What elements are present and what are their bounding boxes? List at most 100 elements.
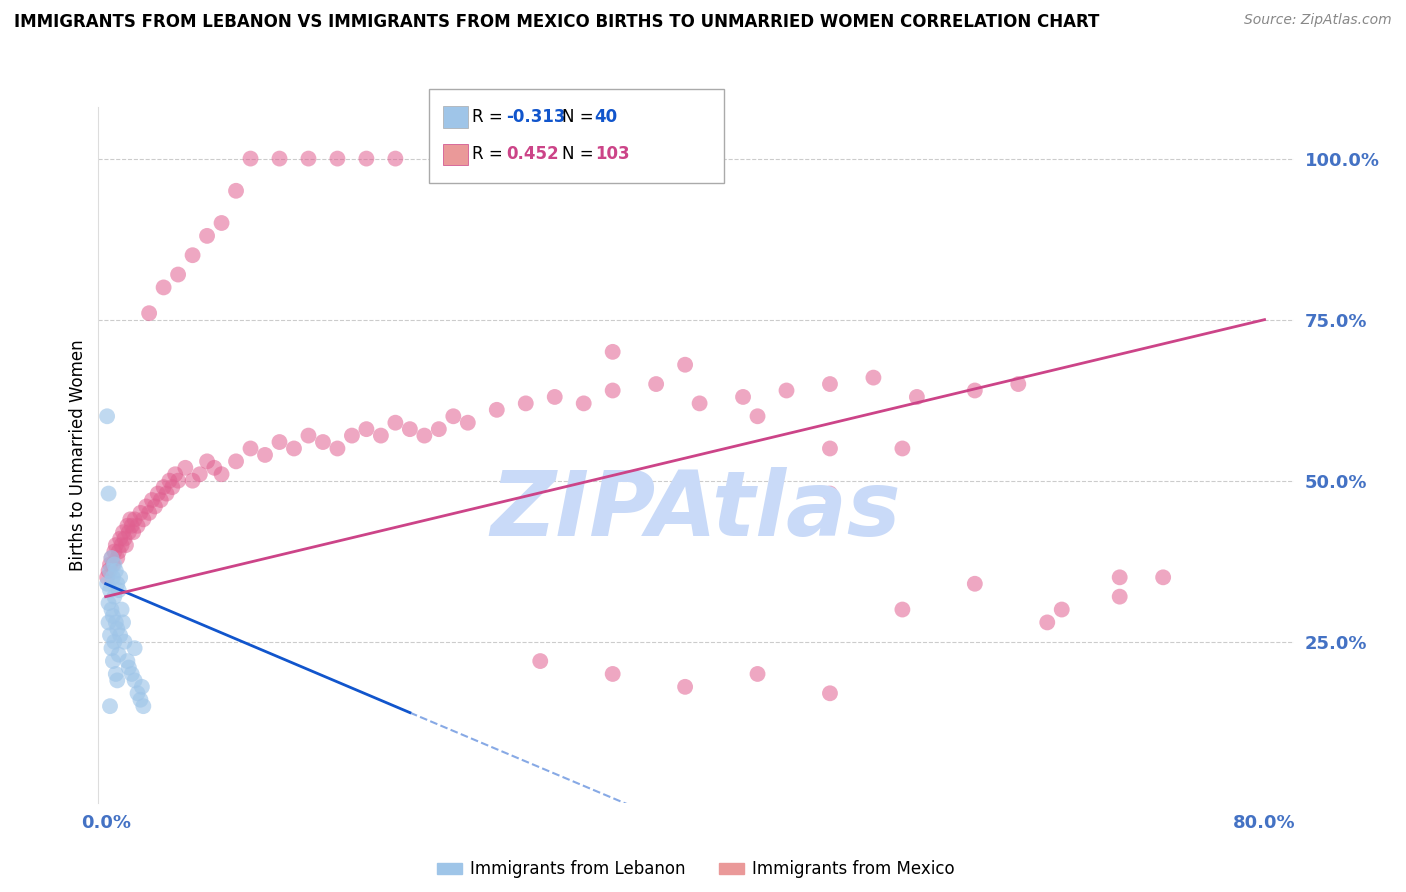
Point (121, 667, 143, 681)
Text: 0.452: 0.452 (506, 145, 558, 163)
Point (105, 551, 128, 566)
Point (326, 152, 349, 166)
Point (413, 428, 436, 442)
Point (529, 654, 551, 668)
Point (105, 673, 128, 688)
Point (356, 152, 378, 166)
Point (132, 512, 155, 526)
Point (775, 384, 797, 398)
Point (141, 493, 163, 508)
Point (239, 152, 262, 166)
Point (98, 564, 121, 578)
Point (114, 634, 136, 648)
Point (149, 493, 172, 508)
Point (104, 615, 127, 630)
Point (195, 454, 218, 468)
Point (340, 428, 363, 442)
Point (152, 280, 174, 294)
Point (97, 596, 120, 610)
Point (370, 428, 392, 442)
Point (117, 518, 139, 533)
Point (253, 448, 276, 462)
Point (862, 370, 884, 384)
Point (108, 570, 131, 584)
Text: -0.313: -0.313 (506, 108, 565, 126)
Point (747, 409, 769, 424)
Point (98, 699, 121, 714)
Point (188, 467, 211, 482)
Point (124, 673, 146, 688)
Point (98, 558, 121, 572)
Point (818, 377, 841, 392)
Point (107, 583, 129, 598)
Point (1007, 377, 1029, 392)
Point (283, 442, 305, 456)
Text: 103: 103 (595, 145, 630, 163)
Point (202, 460, 225, 475)
Point (269, 152, 291, 166)
Point (174, 460, 197, 475)
Point (105, 622, 128, 636)
Point (129, 506, 152, 520)
Point (108, 532, 131, 546)
Point (399, 422, 422, 436)
Text: R =: R = (472, 108, 509, 126)
Point (100, 641, 122, 656)
Point (963, 384, 986, 398)
Point (124, 512, 146, 526)
Point (104, 564, 127, 578)
Point (103, 634, 125, 648)
Point (110, 538, 132, 552)
Point (1050, 602, 1073, 616)
Point (167, 474, 190, 488)
Point (97, 486, 120, 500)
Point (602, 384, 624, 398)
Point (127, 686, 149, 700)
Point (96, 576, 118, 591)
Point (122, 525, 145, 540)
Text: R =: R = (472, 145, 509, 163)
Point (143, 500, 166, 514)
Point (100, 551, 122, 566)
Point (131, 680, 153, 694)
Point (544, 390, 567, 404)
Point (297, 428, 319, 442)
Point (103, 544, 125, 558)
Point (602, 667, 624, 681)
Text: IMMIGRANTS FROM LEBANON VS IMMIGRANTS FROM MEXICO BIRTHS TO UNMARRIED WOMEN CORR: IMMIGRANTS FROM LEBANON VS IMMIGRANTS FR… (14, 13, 1099, 31)
Point (114, 532, 136, 546)
Point (326, 442, 349, 456)
Point (602, 344, 624, 359)
Point (103, 590, 125, 604)
Point (1108, 570, 1130, 584)
Point (673, 680, 696, 694)
Point (1108, 590, 1130, 604)
Text: N =: N = (562, 108, 599, 126)
Text: 40: 40 (595, 108, 617, 126)
Point (689, 396, 711, 410)
Point (120, 512, 142, 526)
Point (118, 660, 141, 674)
Point (96, 409, 118, 424)
Point (297, 152, 319, 166)
Point (127, 518, 149, 533)
Point (356, 422, 378, 436)
Point (384, 152, 406, 166)
Text: N =: N = (562, 145, 599, 163)
Point (124, 641, 146, 656)
Legend: Immigrants from Lebanon, Immigrants from Mexico: Immigrants from Lebanon, Immigrants from… (430, 854, 962, 885)
Point (239, 442, 262, 456)
Point (731, 390, 754, 404)
Point (818, 686, 841, 700)
Point (312, 435, 335, 450)
Point (115, 538, 138, 552)
Point (107, 544, 129, 558)
Point (515, 396, 537, 410)
Point (107, 648, 129, 662)
Point (225, 454, 247, 468)
Point (117, 654, 139, 668)
Point (441, 409, 464, 424)
Point (645, 377, 668, 392)
Point (181, 248, 204, 262)
Point (167, 268, 190, 282)
